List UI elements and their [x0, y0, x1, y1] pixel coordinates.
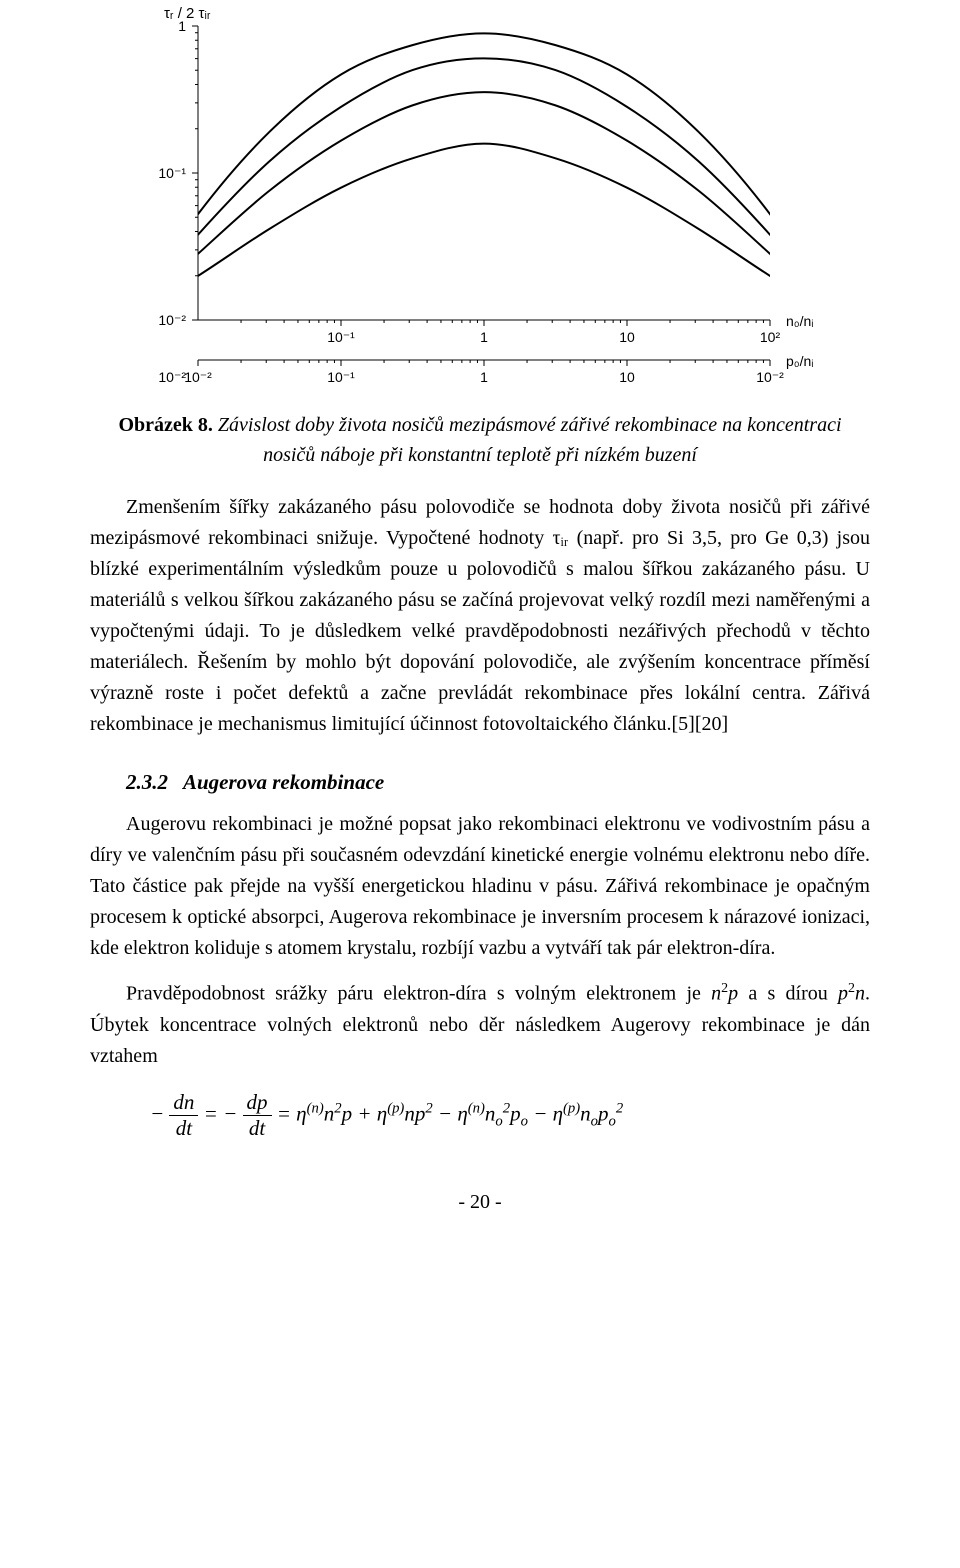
- page-number: - 20 -: [90, 1191, 870, 1214]
- svg-text:10⁻¹: 10⁻¹: [158, 165, 186, 181]
- section-heading: 2.3.2 Augerova rekombinace: [126, 770, 870, 795]
- svg-text:τᵣ / 2 τᵢᵣ: τᵣ / 2 τᵢᵣ: [164, 5, 211, 22]
- svg-text:n₀/nᵢ: n₀/nᵢ: [786, 313, 813, 329]
- caption-prefix: Obrázek 8.: [118, 414, 212, 436]
- svg-text:10⁻²: 10⁻²: [158, 369, 186, 385]
- svg-text:10⁻²: 10⁻²: [756, 369, 784, 385]
- svg-text:1: 1: [480, 369, 488, 385]
- caption-text: Závislost doby života nosičů mezipásmové…: [218, 414, 842, 466]
- section-number: 2.3.2: [126, 770, 168, 794]
- svg-text:10⁻¹: 10⁻¹: [327, 369, 355, 385]
- equation: − dn dt = − dp dt = η(n)n2p + η(p)np2 − …: [150, 1090, 870, 1141]
- svg-text:10²: 10²: [760, 329, 781, 345]
- svg-text:10: 10: [619, 369, 635, 385]
- figure-caption: Obrázek 8. Závislost doby života nosičů …: [90, 410, 870, 470]
- section-title: Augerova rekombinace: [183, 770, 384, 794]
- paragraph-2: Augerovu rekombinaci je možné popsat jak…: [90, 809, 870, 964]
- paragraph-3: Pravděpodobnost srážky páru elektron-dír…: [90, 978, 870, 1072]
- svg-text:p₀/nᵢ: p₀/nᵢ: [786, 353, 813, 369]
- svg-text:10: 10: [619, 329, 635, 345]
- svg-text:10⁻²: 10⁻²: [158, 312, 186, 328]
- recombination-chart: 110⁻¹10⁻²τᵣ / 2 τᵢᵣ10⁻¹11010²n₀/nᵢ10⁻²10…: [120, 0, 840, 400]
- paragraph-1: Zmenšením šířky zakázaného pásu polovodi…: [90, 492, 870, 740]
- svg-text:1: 1: [480, 329, 488, 345]
- svg-text:10⁻¹: 10⁻¹: [327, 329, 355, 345]
- svg-text:10⁻²: 10⁻²: [184, 369, 212, 385]
- chart-container: 110⁻¹10⁻²τᵣ / 2 τᵢᵣ10⁻¹11010²n₀/nᵢ10⁻²10…: [120, 0, 840, 400]
